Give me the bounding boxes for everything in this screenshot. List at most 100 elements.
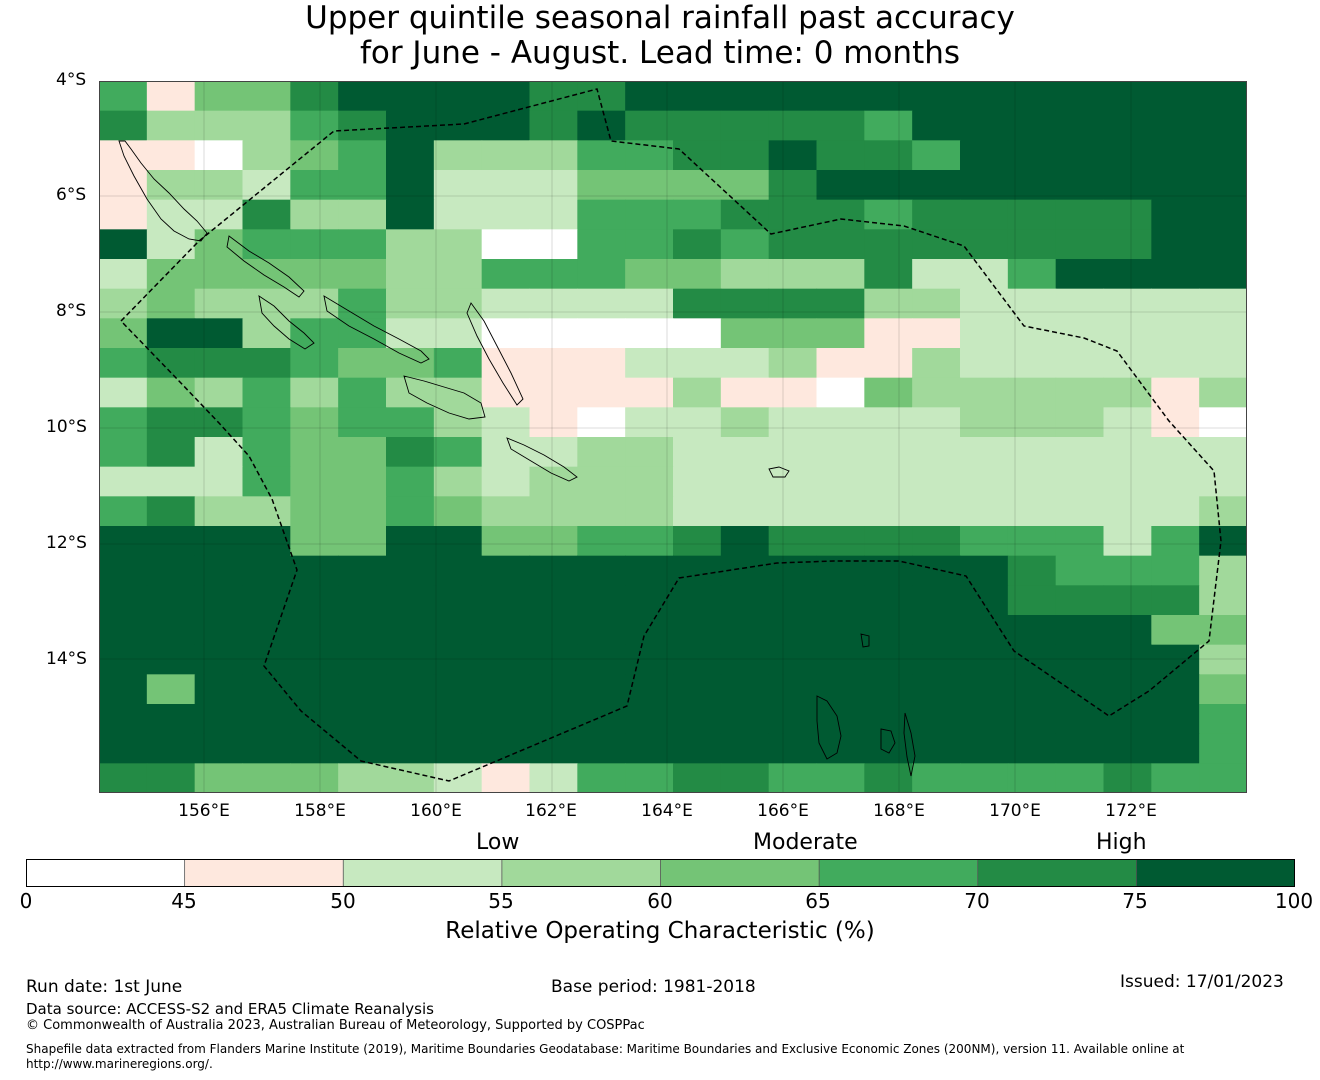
grid-cell [194,229,244,260]
grid-cell [1199,674,1247,705]
grid-cell [960,170,1009,201]
grid-cell [433,140,483,171]
grid-cell [1199,259,1247,290]
grid-cell [146,348,196,379]
grid-cell [1007,170,1057,201]
grid-cell [529,199,578,230]
grid-cell [194,140,244,171]
colorbar-tick-55: 55 [488,889,514,913]
grid-cell [99,407,148,438]
grid-cell [1007,555,1057,586]
grid-cell [1103,526,1152,557]
grid-cell [1151,437,1200,468]
grid-cell [720,377,770,408]
grid-cell [816,466,865,497]
grid-cell [386,674,435,705]
grid-cell [1055,110,1105,141]
grid-cell [864,81,913,112]
grid-cell [960,704,1009,735]
grid-cell [433,496,483,527]
lon-label-170e: 170°E [989,801,1041,821]
grid-cell [1151,288,1200,319]
grid-cell [1199,81,1247,112]
grid-cell [720,526,770,557]
grid-cell [481,140,531,171]
grid-cell [864,348,913,379]
grid-cell [912,140,961,171]
grid-cell [242,407,291,438]
grid-cell [864,377,913,408]
grid-cell [816,81,865,112]
grid-cell [99,229,148,260]
grid-cell [625,615,674,646]
grid-cell [386,585,435,616]
category-low: Low [476,830,520,855]
colorbar-tick-50: 50 [330,889,356,913]
grid-cell [673,555,722,586]
copyright: © Commonwealth of Australia 2023, Austra… [26,1018,645,1033]
grid-cell [673,526,722,557]
colorbar-tick-45: 45 [171,889,197,913]
grid-cell [290,140,339,171]
grid-cell [768,170,818,201]
grid-cell [1055,437,1105,468]
grid-cell [290,733,339,764]
grid-cell [673,615,722,646]
grid-cell [912,199,961,230]
grid-cell [529,644,578,675]
grid-cell [481,555,531,586]
grid-cell [864,259,913,290]
grid-cell [242,496,291,527]
grid-cell [864,733,913,764]
grid-cell [960,733,1009,764]
grid-cell [768,674,818,705]
grid-cell [1151,466,1200,497]
colorbar-segment [1136,859,1295,887]
grid-cell [625,140,674,171]
grid-cell [912,615,961,646]
grid-cell [816,229,865,260]
grid-cell [386,496,435,527]
grid-cell [1007,615,1057,646]
grid-cell [481,585,531,616]
grid-cell [720,674,770,705]
grid-cell [290,377,339,408]
grid-cell [481,644,531,675]
grid-cell [529,466,578,497]
grid-cell [768,259,818,290]
grid-cell [146,318,196,349]
grid-cell [1199,615,1247,646]
lat-label-12s: 12°S [46,533,87,553]
grid-cell [146,377,196,408]
grid-cell [912,348,961,379]
shapefile-credit-line2[interactable]: http://www.marineregions.org/. [26,1057,213,1071]
grid-cell [290,526,339,557]
grid-cell [242,318,291,349]
colorbar-segment [501,859,662,887]
grid-cell [146,259,196,290]
grid-cell [768,140,818,171]
grid-cell [864,763,913,793]
grid-cell [1007,199,1057,230]
grid-cell [1199,555,1247,586]
grid-cell [1055,348,1105,379]
grid-cell [768,407,818,438]
grid-cell [529,615,578,646]
colorbar-segment [343,859,503,887]
grid-cell [816,644,865,675]
grid-cell [768,199,818,230]
grid-cell [577,555,626,586]
grid-cell [577,259,626,290]
grid-cell [625,407,674,438]
grid-cell [577,674,626,705]
lon-label-172e: 172°E [1105,801,1157,821]
colorbar [26,859,1295,887]
grid-cell [290,615,339,646]
grid-cell [960,81,1009,112]
grid-cell [1055,615,1105,646]
base-period: Base period: 1981-2018 [551,977,756,997]
grid-cell [1007,377,1057,408]
grid-cell [1103,229,1152,260]
grid-cell [1151,615,1200,646]
grid-cell [1007,496,1057,527]
